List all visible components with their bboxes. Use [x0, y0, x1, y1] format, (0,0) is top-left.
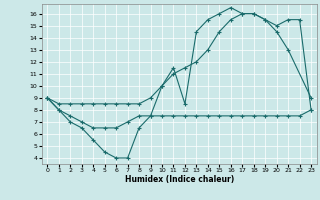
X-axis label: Humidex (Indice chaleur): Humidex (Indice chaleur) [124, 175, 234, 184]
